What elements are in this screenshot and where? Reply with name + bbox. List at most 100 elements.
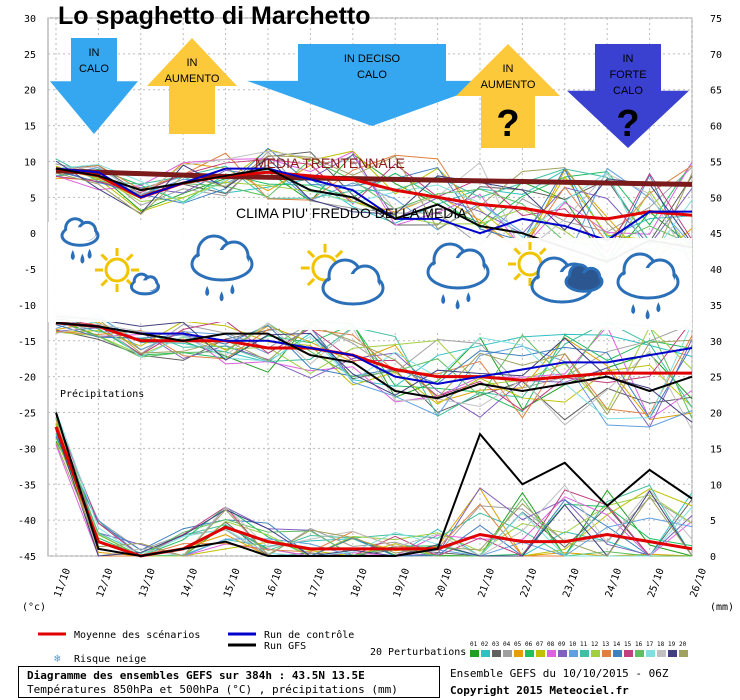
pert-swatch bbox=[591, 650, 600, 657]
x-tick-label: 11/10 bbox=[52, 567, 73, 599]
perturbation-line bbox=[55, 315, 693, 413]
right-unit-label: (mm) bbox=[710, 602, 734, 613]
pert-swatch bbox=[580, 650, 589, 657]
x-tick-label: 23/10 bbox=[561, 567, 582, 599]
perturbation-line bbox=[55, 319, 693, 419]
up-arrow-icon: IN AUMENTO? bbox=[456, 44, 560, 148]
chart-annotations: Précipitations MEDIA TRENTENNALE CLIMA P… bbox=[60, 155, 467, 400]
snowflake-icon: ❄ bbox=[54, 652, 61, 665]
x-tick-label: 21/10 bbox=[476, 567, 497, 599]
perturbation-legend: 01 02 03 04 05 06 07 08 09 10 11 12 13 14 15 16 17 18 19 20 bbox=[470, 641, 688, 657]
chart-legend: Moyenne des scénarios Run de contrôle Ru… bbox=[38, 629, 688, 665]
arrow-label-2: CALO bbox=[79, 63, 109, 75]
clima-annotation: CLIMA PIU' FREDDO DELLA MEDIA bbox=[236, 205, 467, 221]
arrow-shape bbox=[456, 44, 560, 148]
right-tick-label: 0 bbox=[710, 552, 716, 563]
legend-mean: Moyenne des scénarios bbox=[74, 629, 200, 641]
cloud-shape bbox=[616, 252, 680, 300]
perturbation-line bbox=[55, 430, 693, 557]
pert-swatch bbox=[569, 650, 578, 657]
arrow-shape bbox=[247, 44, 497, 126]
rain-drop bbox=[70, 250, 75, 260]
arrow-label-3: CALO bbox=[613, 85, 643, 97]
left-tick-label: -30 bbox=[18, 444, 36, 455]
x-tick-label: 19/10 bbox=[392, 567, 413, 599]
x-tick-label: 12/10 bbox=[95, 567, 116, 599]
pert-number: 04 bbox=[503, 641, 511, 648]
pert-swatch bbox=[668, 650, 677, 657]
left-tick-label: 15 bbox=[24, 122, 36, 133]
left-tick-label: 0 bbox=[30, 229, 36, 240]
right-tick-label: 45 bbox=[710, 229, 722, 240]
pert-number: 07 bbox=[536, 641, 544, 648]
rain-drop bbox=[230, 284, 235, 295]
pert-number: 11 bbox=[580, 641, 588, 648]
left-tick-label: 10 bbox=[24, 157, 36, 168]
down-arrow-icon: IN CALO bbox=[50, 38, 138, 134]
left-tick-label: 5 bbox=[30, 193, 36, 204]
right-tick-label: 60 bbox=[710, 122, 722, 133]
perturbation-line bbox=[55, 162, 693, 265]
pert-number: 05 bbox=[514, 641, 522, 648]
pert-swatch bbox=[470, 650, 479, 657]
media-annotation: MEDIA TRENTENNALE bbox=[255, 155, 405, 171]
cloud-shape bbox=[564, 263, 604, 293]
left-tick-label: -10 bbox=[18, 301, 36, 312]
pert-swatch bbox=[547, 650, 556, 657]
arrow-shape bbox=[567, 44, 689, 148]
right-tick-label: 55 bbox=[710, 157, 722, 168]
up-arrow-icon: IN AUMENTO bbox=[147, 38, 237, 134]
pert-swatch bbox=[558, 650, 567, 657]
perturbation-line bbox=[55, 318, 693, 418]
left-unit-label: (°c) bbox=[22, 602, 46, 613]
x-tick-label: 20/10 bbox=[434, 567, 455, 599]
pert-number: 08 bbox=[547, 641, 555, 648]
footer-line1: Diagramme des ensembles GEFS sur 384h : … bbox=[27, 669, 365, 682]
right-tick-label: 35 bbox=[710, 301, 722, 312]
arrow-label-1: IN DECISO bbox=[344, 53, 401, 65]
rain-drop bbox=[80, 253, 85, 264]
arrow-label-2: AUMENTO bbox=[481, 79, 536, 91]
arrow-label-2: AUMENTO bbox=[165, 73, 220, 85]
arrow-question-mark: ? bbox=[616, 103, 639, 145]
x-tick-label: 16/10 bbox=[264, 567, 285, 599]
right-tick-label: 20 bbox=[710, 409, 722, 420]
legend-perturbations: 20 Perturbations bbox=[370, 647, 466, 658]
pert-swatch bbox=[503, 650, 512, 657]
series-line bbox=[55, 167, 692, 242]
pert-number: 13 bbox=[602, 641, 610, 648]
rain-drop bbox=[645, 309, 650, 320]
pert-swatch bbox=[657, 650, 666, 657]
rain-drop bbox=[205, 286, 210, 296]
pert-swatch bbox=[646, 650, 655, 657]
pert-number: 18 bbox=[657, 641, 665, 648]
media-trentennale-polyline bbox=[55, 168, 693, 187]
right-tick-label: 10 bbox=[710, 480, 722, 491]
pert-number: 16 bbox=[635, 641, 643, 648]
sun-shape bbox=[95, 248, 139, 292]
x-tick-label: 25/10 bbox=[646, 567, 667, 599]
arrow-label-1: IN bbox=[623, 53, 634, 65]
left-tick-label: -40 bbox=[18, 516, 36, 527]
pert-number: 02 bbox=[481, 641, 489, 648]
right-tick-label: 70 bbox=[710, 50, 722, 61]
perturbation-line bbox=[55, 437, 693, 557]
perturbation-line bbox=[55, 163, 693, 259]
x-tick-label: 22/10 bbox=[519, 567, 540, 599]
pert-swatch bbox=[624, 650, 633, 657]
pert-swatch bbox=[679, 650, 688, 657]
perturbation-line bbox=[55, 150, 693, 246]
cloud-shape bbox=[321, 258, 385, 306]
right-tick-label: 50 bbox=[710, 193, 722, 204]
left-tick-label: 30 bbox=[24, 14, 36, 25]
footer-ensemble-info: Ensemble GEFS du 10/10/2015 - 06Z bbox=[450, 667, 669, 680]
perturbation-line bbox=[55, 410, 693, 557]
arrow-shape bbox=[50, 38, 138, 134]
cloud-shape bbox=[190, 234, 254, 282]
footer-line2: Températures 850hPa et 500hPa (°C) , pré… bbox=[27, 683, 398, 696]
x-tick-label: 18/10 bbox=[349, 567, 370, 599]
pert-number: 09 bbox=[558, 641, 566, 648]
left-tick-label: 20 bbox=[24, 86, 36, 97]
down-arrow-icon: IN FORTE CALO? bbox=[567, 44, 689, 148]
